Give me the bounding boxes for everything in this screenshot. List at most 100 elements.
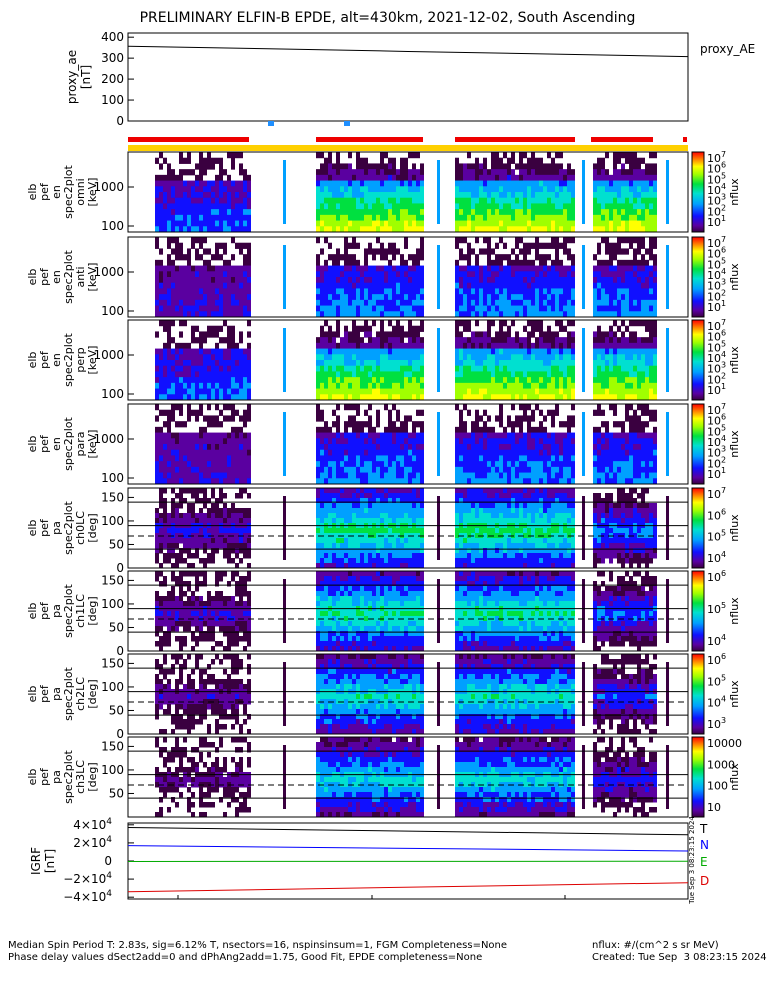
igrf-legend-T: T [699, 822, 708, 836]
spec-frame [127, 736, 689, 818]
spec-ytick-label: 100 [101, 680, 124, 694]
spec-ylabel: elb [26, 769, 39, 786]
spec-ylabel: ch2LC [74, 677, 87, 711]
colorbar [691, 236, 705, 318]
spec-ylabel: [keV] [86, 178, 99, 207]
spec-ylabel: ch1LC [74, 594, 87, 628]
spec-ylabel: spec2plot [62, 667, 75, 721]
spec-ylabel: pef [38, 684, 51, 703]
colorbar [691, 151, 705, 233]
spec-ytick-label: 100 [101, 471, 124, 485]
spec-ylabel: [deg] [86, 679, 99, 708]
ae-ytick-label: 400 [101, 30, 124, 44]
spec-panel-5: 150 100 50 0 elb pef pa spec2plot ch1LC [deg] 106 1… [26, 569, 741, 658]
ae-ytick-label: 200 [101, 72, 124, 86]
igrf-line-D [127, 882, 689, 893]
igrf-ytick-label: −2×104 [63, 871, 112, 886]
ae-legend: proxy_AE [700, 42, 755, 56]
spec-frame [127, 403, 689, 485]
spec-ylabel: pef [38, 350, 51, 369]
spec-frame [127, 319, 689, 401]
spec-ylabel: ch3LC [74, 760, 87, 794]
igrf-line-N [127, 845, 689, 852]
spec-ylabel: en [50, 185, 63, 199]
spec-ytick-label: 50 [109, 537, 124, 551]
igrf-ytick-label: 0 [104, 854, 112, 868]
igrf-legend-N: N [700, 838, 709, 852]
spec-ylabel: pa [50, 521, 63, 535]
spec-ylabel: [deg] [86, 762, 99, 791]
colorbar [691, 487, 705, 569]
colorbar-tick-label: 106 [707, 507, 726, 522]
spec-ylabel: spec2plot [62, 501, 75, 555]
colorbar-tick-label: 105 [707, 529, 726, 544]
spec-ylabel: [keV] [86, 430, 99, 459]
sunlight-bar [128, 145, 688, 151]
colorbar-tick-label: 105 [707, 673, 726, 688]
spec-ylabel: pef [38, 767, 51, 786]
spec-ytick-label: 150 [101, 656, 124, 670]
colorbar-tick-label: 106 [707, 569, 726, 584]
science-bar [455, 137, 575, 142]
spec-ylabel: spec2plot [62, 333, 75, 387]
colorbar-tick-label: 106 [707, 652, 726, 667]
spec-ylabel: elb [26, 436, 39, 453]
ae-ylabel: proxy_ae [65, 50, 79, 104]
attitude-bar [268, 121, 274, 126]
colorbar-tick-label: 101 [707, 466, 726, 481]
footer-line2: Phase delay values dSect2add=0 and dPhAn… [8, 952, 483, 963]
spec-ylabel: [deg] [86, 596, 99, 625]
spec-frame [127, 570, 689, 652]
ae-ytick-label: 300 [101, 51, 124, 65]
colorbar-tick-label: 10 [707, 801, 721, 814]
spec-ylabel: spec2plot [62, 750, 75, 804]
colorbar-label: nflux [728, 597, 741, 625]
spec-ytick-label: 100 [101, 304, 124, 318]
spec-ylabel: [keV] [86, 346, 99, 375]
spec-ylabel: en [50, 270, 63, 284]
spec-ytick-label: 0 [116, 727, 124, 741]
spec-ylabel: pef [38, 182, 51, 201]
spec-ylabel: elb [26, 603, 39, 620]
spec-ytick-label: 150 [101, 490, 124, 504]
colorbar-tick-label: 104 [707, 633, 726, 648]
spec-frame [127, 151, 689, 233]
science-bar [128, 137, 249, 142]
igrf-ylabel: IGRF [29, 847, 43, 875]
colorbar [691, 570, 705, 652]
spec-ylabel: elb [26, 686, 39, 703]
spec-frame [127, 487, 689, 569]
igrf-ytick-label: 2×104 [73, 835, 112, 850]
spec-ylabel: pef [38, 601, 51, 620]
colorbar-label: nflux [728, 680, 741, 708]
spec-ytick-label: 0 [116, 561, 124, 575]
ae-ytick-label: 100 [101, 93, 124, 107]
igrf-ylabel: [nT] [43, 849, 57, 873]
ae-frame [127, 32, 689, 122]
spec-ytick-label: 1000 [93, 432, 124, 446]
science-bar [316, 137, 423, 142]
spec-ylabel: [deg] [86, 513, 99, 542]
spec-ytick-label: 50 [109, 620, 124, 634]
spec-ylabel: anti [74, 266, 87, 287]
spec-ylabel: para [74, 432, 87, 457]
spec-ytick-label: 150 [101, 573, 124, 587]
ae-ylabel: [nT] [79, 65, 93, 89]
ae-ytick-label: 0 [116, 114, 124, 128]
spec-ytick-label: 1000 [93, 265, 124, 279]
footer-created: Created: Tue Sep 3 08:23:15 2024 [592, 952, 767, 963]
spec-ylabel: elb [26, 352, 39, 369]
spec-ylabel: pef [38, 434, 51, 453]
igrf-ytick-label: −4×104 [63, 889, 112, 904]
spec-ylabel: en [50, 353, 63, 367]
spec-ytick-label: 100 [101, 387, 124, 401]
spec-ytick-label: 100 [101, 597, 124, 611]
colorbar-tick-label: 1000 [707, 758, 735, 771]
spec-frame [127, 653, 689, 735]
spec-panel-7: 150 100 50 elb pef pa spec2plot ch3LC [deg] 10000… [26, 736, 742, 818]
spec-ytick-label: 100 [101, 514, 124, 528]
